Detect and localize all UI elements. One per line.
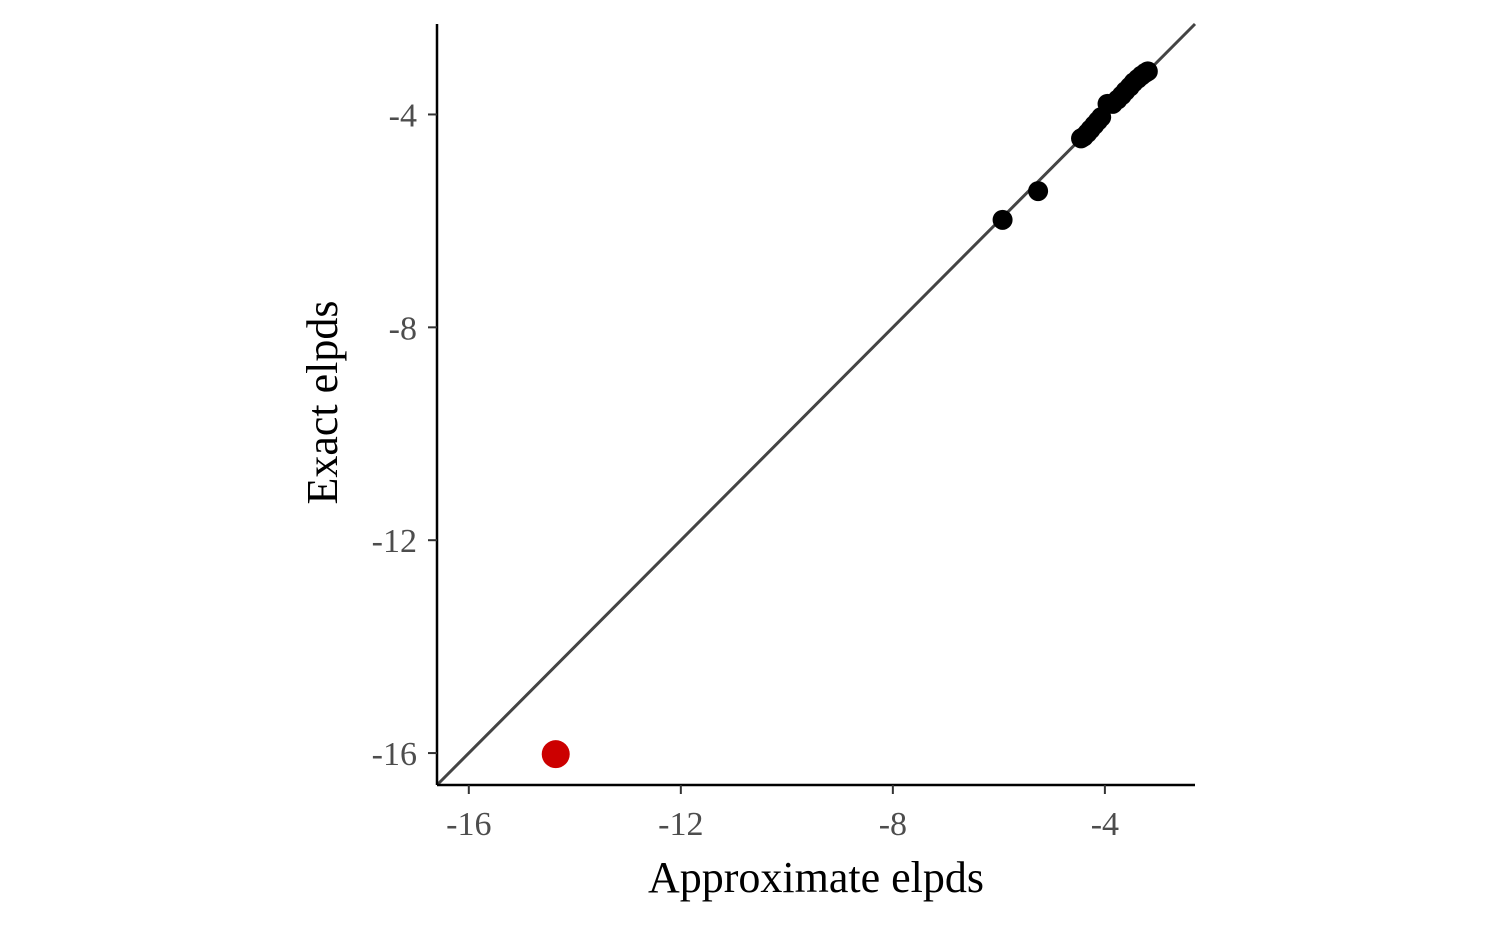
x-tick-label: -16	[446, 806, 491, 843]
data-point	[1137, 61, 1158, 82]
axes-layer	[435, 24, 1195, 787]
x-tick-label: -4	[1091, 806, 1119, 843]
x-tick-label: -8	[879, 806, 907, 843]
data-point	[1028, 181, 1049, 202]
x-ticks-layer: -16 -12 -8 -4	[446, 785, 1119, 843]
y-tick-label: -16	[372, 736, 417, 773]
highlight-point	[541, 740, 570, 769]
reference-line	[435, 22, 1197, 787]
data-point	[992, 209, 1013, 230]
x-tick-label: -12	[658, 806, 703, 843]
y-axis-title: Exact elpds	[298, 300, 347, 504]
y-ticks-layer: -16 -12 -8 -4	[372, 97, 437, 773]
y-tick-label: -12	[372, 523, 417, 560]
y-tick-label: -4	[389, 97, 417, 134]
y-tick-label: -8	[389, 310, 417, 347]
reference-line-layer	[435, 22, 1197, 787]
points-layer	[541, 61, 1158, 769]
x-axis-title: Approximate elpds	[648, 853, 984, 902]
